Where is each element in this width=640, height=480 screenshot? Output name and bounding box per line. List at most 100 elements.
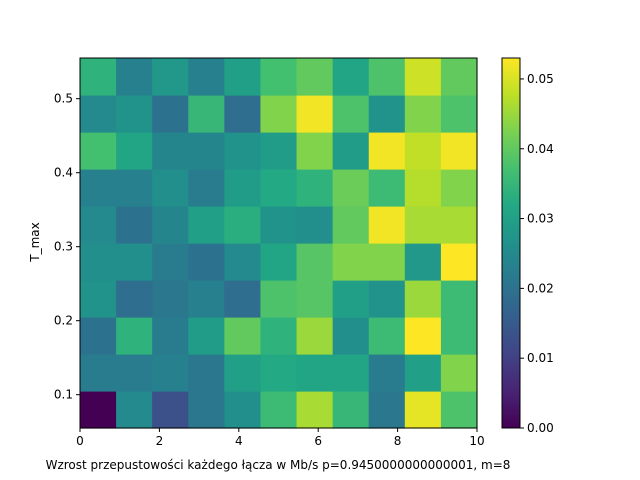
heatmap-cell (80, 132, 117, 170)
heatmap-cell (296, 58, 334, 96)
colorbar-ticks: 0.00 0.01 0.02 0.03 0.04 0.05 (520, 72, 554, 435)
heatmap-cell (224, 317, 262, 355)
heatmap-cell (368, 95, 406, 133)
heatmap-cell (152, 280, 189, 318)
heatmap-cell (404, 317, 442, 355)
heatmap-cell (224, 354, 262, 392)
heatmap-cell (260, 354, 298, 392)
heatmap-cell (332, 169, 370, 207)
heatmap-cell (116, 132, 153, 170)
y-tick-label: 0.2 (54, 314, 73, 328)
heatmap-cell (440, 95, 478, 133)
heatmap-cell (80, 243, 117, 281)
heatmap-cell (116, 391, 153, 429)
axes-frame (79, 57, 478, 429)
heatmap-cell (368, 206, 406, 244)
heatmap-cell (152, 317, 189, 355)
heatmap-cell (296, 280, 334, 318)
x-tick-label: 0 (76, 434, 84, 448)
heatmap-cell (116, 243, 153, 281)
heatmap-cell (368, 243, 406, 281)
heatmap-cell (440, 206, 478, 244)
x-tick-label: 6 (314, 434, 322, 448)
heatmap-cell (404, 58, 442, 96)
x-axis-ticks: 0 2 4 6 8 10 (76, 428, 485, 448)
heatmap-cell (296, 95, 334, 133)
heatmap-cell (332, 354, 370, 392)
heatmap-cell (80, 206, 117, 244)
heatmap-cell (296, 169, 334, 207)
colorbar-tick-label: 0.02 (527, 281, 554, 295)
heatmap-cell (116, 58, 153, 96)
heatmap-cell (440, 354, 478, 392)
heatmap-cell (188, 243, 225, 281)
heatmap-cell (152, 206, 189, 244)
x-tick-label: 4 (235, 434, 243, 448)
heatmap-cell (152, 132, 189, 170)
heatmap-cell (80, 317, 117, 355)
heatmap-cell (332, 132, 370, 170)
heatmap-cell (440, 317, 478, 355)
heatmap-cell (260, 169, 298, 207)
heatmap-cell (188, 206, 225, 244)
heatmap-cell (224, 169, 262, 207)
x-tick-label: 10 (469, 434, 484, 448)
heatmap-cell (368, 169, 406, 207)
colorbar-tick-label: 0.01 (527, 351, 554, 365)
heatmap-cell (368, 280, 406, 318)
heatmap-cell (260, 58, 298, 96)
heatmap-cell (404, 169, 442, 207)
heatmap-cell (368, 354, 406, 392)
colorbar-tick-label: 0.04 (527, 142, 554, 156)
heatmap-cell (152, 354, 189, 392)
heatmap-cell (332, 95, 370, 133)
heatmap-cell (440, 243, 478, 281)
heatmap-cell (332, 391, 370, 429)
heatmap-cell (332, 206, 370, 244)
heatmap-cell (152, 58, 189, 96)
heatmap-cell (404, 243, 442, 281)
heatmap-cell (296, 243, 334, 281)
heatmap-cell (152, 169, 189, 207)
heatmap-cell (224, 280, 262, 318)
heatmap-cell (152, 95, 189, 133)
heatmap-cell (368, 317, 406, 355)
heatmap-cell (368, 58, 406, 96)
heatmap-cell (260, 280, 298, 318)
heatmap-cell (260, 243, 298, 281)
heatmap-cell (440, 391, 478, 429)
heatmap-cell (80, 95, 117, 133)
heatmap-cell (404, 280, 442, 318)
heatmap-cell (224, 58, 262, 96)
heatmap-cell (296, 391, 334, 429)
heatmap-cell (368, 391, 406, 429)
heatmap-cell (152, 391, 189, 429)
heatmap-cell (188, 95, 225, 133)
heatmap-cell (188, 391, 225, 429)
heatmap-cell (404, 132, 442, 170)
heatmap-cell (404, 391, 442, 429)
heatmap-cell (260, 206, 298, 244)
heatmap-cell (260, 132, 298, 170)
colorbar-tick-label: 0.03 (527, 212, 554, 226)
y-axis-label: T_max (28, 222, 42, 262)
y-tick-label: 0.4 (54, 166, 73, 180)
heatmap-cell (368, 132, 406, 170)
heatmap-cell (404, 95, 442, 133)
heatmap-cell (404, 354, 442, 392)
heatmap-cell (116, 206, 153, 244)
y-axis-ticks: 0.1 0.2 0.3 0.4 0.5 (54, 92, 80, 402)
x-axis-label: Wzrost przepustowości każdego łącza w Mb… (46, 458, 511, 472)
colorbar (502, 58, 520, 428)
heatmap-cell (440, 169, 478, 207)
heatmap-cell (260, 391, 298, 429)
heatmap-cell (332, 317, 370, 355)
heatmap-cell (224, 95, 262, 133)
heatmap-cell (296, 206, 334, 244)
y-tick-label: 0.1 (54, 388, 73, 402)
heatmap-cell (188, 317, 225, 355)
heatmap-cell (116, 317, 153, 355)
heatmap-cell (80, 391, 117, 429)
heatmap-cell (188, 354, 225, 392)
